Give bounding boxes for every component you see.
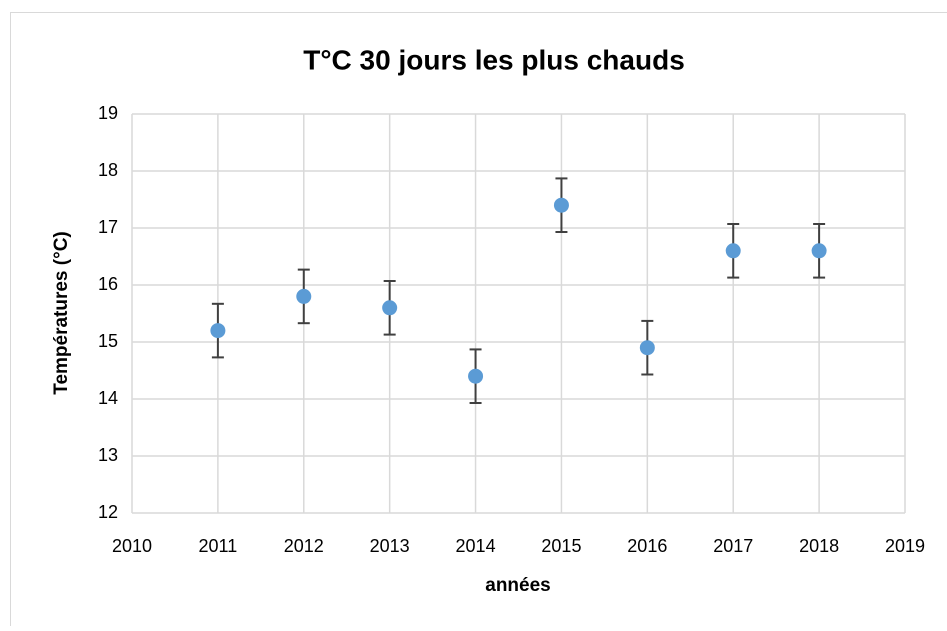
point (726, 243, 741, 258)
x-tick-label: 2019 (885, 536, 925, 556)
x-tick-label: 2017 (713, 536, 753, 556)
y-tick-label: 16 (98, 274, 118, 294)
x-tick-label: 2016 (627, 536, 667, 556)
y-axis-label: Températures (°C) (51, 231, 72, 395)
point (812, 243, 827, 258)
point (468, 369, 483, 384)
y-tick-label: 14 (98, 388, 118, 408)
x-tick-label: 2018 (799, 536, 839, 556)
point (296, 289, 311, 304)
point (554, 198, 569, 213)
y-tick-label: 19 (98, 103, 118, 123)
chart-border (11, 13, 947, 627)
x-tick-label: 2012 (284, 536, 324, 556)
point (210, 323, 225, 338)
y-tick-label: 17 (98, 217, 118, 237)
y-tick-label: 15 (98, 331, 118, 351)
point (640, 340, 655, 355)
x-axis-label: années (485, 575, 550, 596)
x-tick-label: 2015 (541, 536, 581, 556)
chart-title: T°C 30 jours les plus chauds (303, 44, 685, 75)
x-tick-label: 2011 (199, 536, 238, 556)
y-tick-label: 18 (98, 160, 118, 180)
point (382, 300, 397, 315)
x-tick-label: 2010 (112, 536, 152, 556)
y-tick-label: 12 (98, 502, 118, 522)
y-tick-label: 13 (98, 445, 118, 465)
x-tick-label: 2013 (370, 536, 410, 556)
x-tick-label: 2014 (456, 536, 496, 556)
